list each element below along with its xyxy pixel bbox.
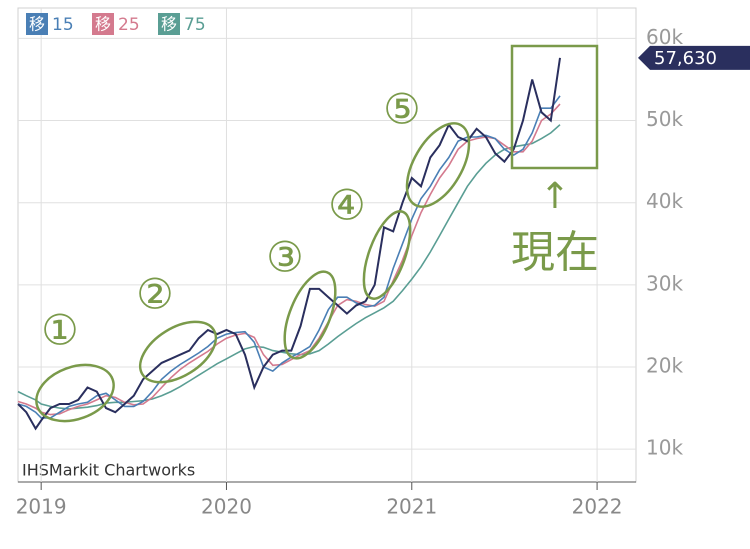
annotation: ③ — [266, 233, 304, 282]
legend-swatch — [26, 13, 48, 35]
annotation: ⑤ — [383, 85, 421, 134]
legend-label: 75 — [184, 15, 206, 35]
annotation: ④ — [328, 181, 366, 230]
legend-label: 15 — [52, 15, 74, 35]
legend-swatch — [158, 13, 180, 35]
annotation: 現在 — [511, 227, 599, 278]
legend-prefix: 移 — [95, 15, 111, 34]
legend-prefix: 移 — [29, 15, 45, 34]
y-tick-label: 10k — [646, 436, 683, 460]
highlight-ellipse — [138, 320, 218, 384]
y-tick-label: 60k — [646, 25, 683, 49]
highlight-ellipse — [362, 210, 412, 300]
annotation: ① — [41, 306, 79, 355]
annotation: ② — [136, 270, 174, 319]
last-value-label: 57,630 — [654, 48, 717, 69]
y-tick-label: 20k — [646, 353, 683, 377]
last-value-flag — [638, 45, 750, 70]
highlight-ellipse — [283, 270, 337, 360]
highlight-box — [510, 44, 599, 170]
y-tick-label: 40k — [646, 189, 683, 213]
highlight-ellipse — [405, 122, 471, 208]
x-tick-label: 2021 — [386, 495, 437, 519]
x-tick-label: 2020 — [201, 495, 252, 519]
annotation: ↑ — [540, 176, 570, 217]
x-tick-label: 2022 — [572, 495, 623, 519]
y-tick-label: 50k — [646, 107, 683, 131]
legend-prefix: 移 — [161, 15, 177, 34]
highlight-ellipse — [35, 363, 115, 423]
legend-label: 25 — [118, 15, 140, 35]
x-tick-label: 2019 — [16, 495, 67, 519]
y-tick-label: 30k — [646, 271, 683, 295]
legend-swatch — [92, 13, 114, 35]
source: IHSMarkit Chartworks — [22, 461, 195, 480]
